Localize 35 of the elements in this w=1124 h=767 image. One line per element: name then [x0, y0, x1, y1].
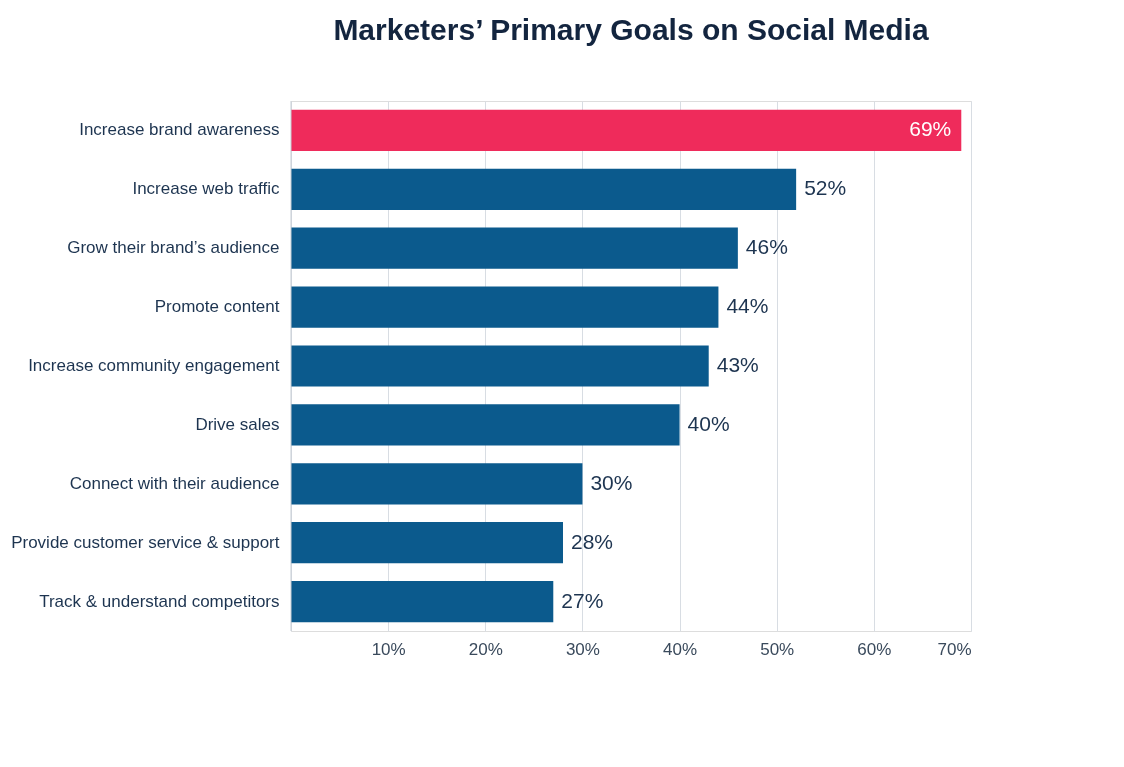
y-tick-label: Increase brand awareness — [79, 120, 280, 140]
y-tick-label: Connect with their audience — [69, 473, 280, 493]
bar — [291, 522, 563, 564]
y-tick-label: Drive sales — [195, 414, 280, 434]
data-label: 27% — [561, 588, 604, 612]
data-label: 30% — [590, 470, 633, 494]
bar — [291, 404, 680, 446]
bar — [291, 463, 583, 505]
x-tick-label: 10% — [371, 639, 406, 659]
data-label: 44% — [726, 294, 769, 318]
data-label: 52% — [804, 176, 847, 200]
x-tick-label: 20% — [468, 639, 503, 659]
y-tick-label: Increase web traffic — [132, 179, 280, 199]
bar — [291, 109, 962, 152]
bar — [291, 345, 709, 387]
x-tick-label: 60% — [857, 639, 892, 659]
bar — [291, 580, 554, 623]
data-label: 46% — [745, 235, 788, 259]
bar — [291, 286, 719, 328]
data-label: 69% — [909, 117, 952, 141]
y-tick-label: Grow their brand’s audience — [67, 238, 280, 258]
bar — [291, 168, 797, 210]
x-tick-label: 30% — [565, 639, 600, 659]
chart-title: Marketers’ Primary Goals on Social Media — [333, 12, 929, 46]
bar — [291, 227, 738, 269]
x-tick-label: 50% — [760, 639, 795, 659]
y-tick-label: Increase community engagement — [28, 356, 280, 375]
data-label: 28% — [571, 529, 614, 553]
data-label: 43% — [716, 353, 759, 376]
y-tick-label: Provide customer service & support — [11, 532, 280, 552]
data-label: 40% — [687, 411, 730, 435]
y-tick-label: Promote content — [154, 297, 280, 317]
x-tick-label: 70% — [937, 639, 972, 659]
y-tick-label: Track & understand competitors — [39, 591, 280, 611]
x-tick-label: 40% — [663, 639, 698, 659]
